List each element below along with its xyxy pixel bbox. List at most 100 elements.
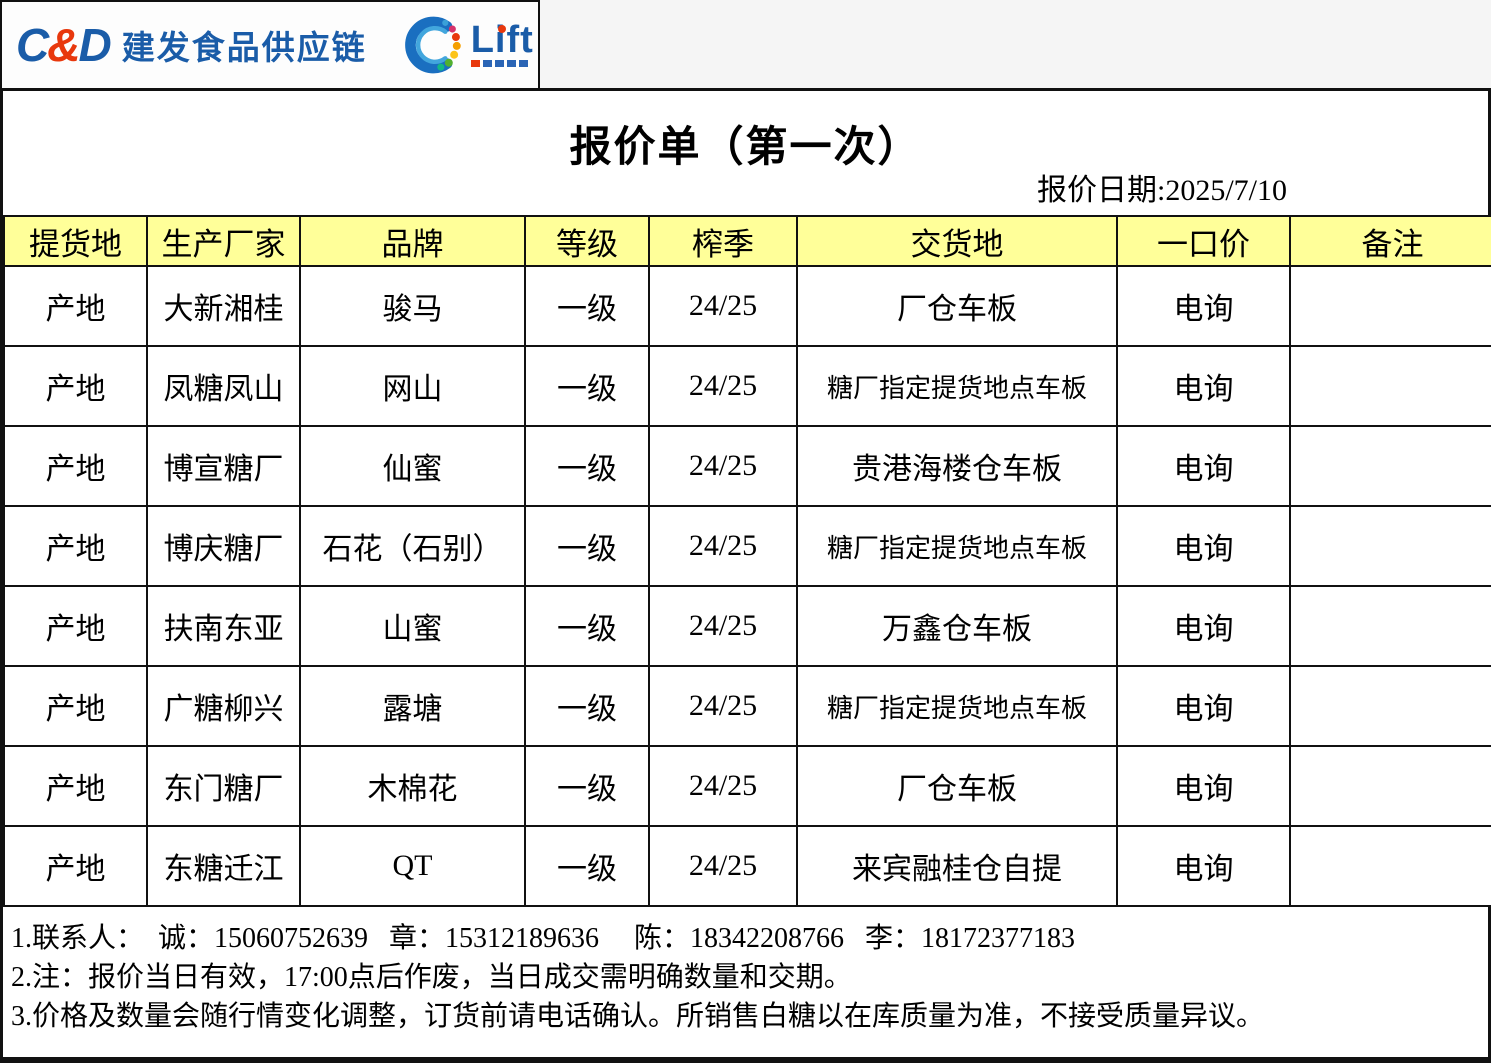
column-header: 一口价 (1116, 215, 1291, 267)
table-cell: 扶南东亚 (146, 585, 301, 667)
table-row: 产地 博宣糖厂 仙蜜 一级 24/25 贵港海楼仓车板 电询 (3, 425, 1491, 507)
table-cell: 糖厂指定提货地点车板 (796, 505, 1118, 587)
table-cell: 一级 (524, 585, 650, 667)
table-cell: 博宣糖厂 (146, 425, 301, 507)
table-cell: 一级 (524, 665, 650, 747)
table-cell: 一级 (524, 425, 650, 507)
logo-box: C&D 建发食品供应链 Lift (0, 0, 540, 88)
table-cell: 产地 (3, 665, 148, 747)
table-cell: 一级 (524, 825, 650, 907)
table-cell: 24/25 (648, 345, 798, 427)
table-cell: 木棉花 (299, 745, 526, 827)
table-cell: 电询 (1116, 665, 1291, 747)
column-header: 生产厂家 (146, 215, 301, 267)
table-cell: 东糖迁江 (146, 825, 301, 907)
table-cell (1289, 505, 1491, 587)
table-cell: 产地 (3, 505, 148, 587)
table-cell: 电询 (1116, 345, 1291, 427)
table-row: 产地 凤糖凤山 网山 一级 24/25 糖厂指定提货地点车板 电询 (3, 345, 1491, 427)
table-cell: 24/25 (648, 665, 798, 747)
table-row: 产地 广糖柳兴 露塘 一级 24/25 糖厂指定提货地点车板 电询 (3, 665, 1491, 747)
lift-tagline-blocks (470, 60, 534, 67)
column-header: 备注 (1289, 215, 1491, 267)
table-row: 产地 东糖迁江 QT 一级 24/25 来宾融桂仓自提 电询 (3, 825, 1491, 907)
cd-logo: C&D (16, 18, 112, 72)
table-cell: 来宾融桂仓自提 (796, 825, 1118, 907)
lift-logo: Lift (401, 14, 534, 76)
table-cell: 24/25 (648, 505, 798, 587)
table-row: 产地 大新湘桂 骏马 一级 24/25 厂仓车板 电询 (3, 265, 1491, 347)
table-cell: 凤糖凤山 (146, 345, 301, 427)
quote-date: 报价日期:2025/7/10 (1036, 174, 1287, 207)
table-body: 产地 大新湘桂 骏马 一级 24/25 厂仓车板 电询 产地 凤糖凤山 网山 一级 24/25 糖厂指定… (3, 265, 1491, 907)
table-cell: 网山 (299, 345, 526, 427)
table-cell (1289, 745, 1491, 827)
table-cell: 电询 (1116, 585, 1291, 667)
table-row: 产地 博庆糖厂 石花（石别） 一级 24/25 糖厂指定提货地点车板 电询 (3, 505, 1491, 587)
page-title: 报价单（第一次） (569, 125, 922, 171)
table-cell: 24/25 (648, 745, 798, 827)
table-cell: 电询 (1116, 825, 1291, 907)
lift-i-dot (497, 25, 506, 33)
table-cell: 24/25 (648, 825, 798, 907)
table-row: 产地 东门糖厂 木棉花 一级 24/25 厂仓车板 电询 (3, 745, 1491, 827)
table-cell (1289, 825, 1491, 907)
table-cell: 博庆糖厂 (146, 505, 301, 587)
table-cell: 露塘 (299, 665, 526, 747)
table-cell: 仙蜜 (299, 425, 526, 507)
column-header: 品牌 (299, 215, 526, 267)
table-header-row: 提货地 生产厂家 品牌 等级 榨季 交货地 一口价 备注 (3, 215, 1491, 267)
column-header: 等级 (524, 215, 650, 267)
table-cell: 电询 (1116, 505, 1291, 587)
table-cell: 贵港海楼仓车板 (796, 425, 1118, 507)
table-cell: 一级 (524, 505, 650, 587)
table-cell: 一级 (524, 265, 650, 347)
table-cell (1289, 585, 1491, 667)
table-cell: QT (299, 825, 526, 907)
table-cell: 一级 (524, 345, 650, 427)
table-cell: 大新湘桂 (146, 265, 301, 347)
table-cell (1289, 265, 1491, 347)
quotation-table: 提货地 生产厂家 品牌 等级 榨季 交货地 一口价 备注 产地 大新湘桂 骏马 一级 24/25 厂仓车… (3, 215, 1491, 907)
company-name: 建发食品供应链 (121, 29, 367, 66)
column-header: 提货地 (3, 215, 148, 267)
table-cell: 山蜜 (299, 585, 526, 667)
table-cell: 万鑫仓车板 (796, 585, 1118, 667)
table-cell: 电询 (1116, 265, 1291, 347)
table-cell: 产地 (3, 425, 148, 507)
note-contacts: 1.联系人： 诚：15060752639 章：15312189636 陈：183… (11, 923, 1076, 954)
cd-logo-d: D (78, 19, 111, 71)
cd-logo-c: C (16, 19, 49, 71)
lift-swoosh-icon (404, 16, 461, 74)
table-cell: 石花（石别） (299, 505, 526, 587)
table-cell (1289, 425, 1491, 507)
table-cell: 24/25 (648, 265, 798, 347)
column-header: 榨季 (648, 215, 798, 267)
table-cell: 产地 (3, 585, 148, 667)
table-cell: 24/25 (648, 585, 798, 667)
column-header: 交货地 (796, 215, 1118, 267)
table-cell: 产地 (3, 825, 148, 907)
top-strip: C&D 建发食品供应链 Lift (0, 0, 1491, 88)
table-cell: 产地 (3, 745, 148, 827)
table-cell (1289, 665, 1491, 747)
notes-section: 1.联系人： 诚：15060752639 章：15312189636 陈：183… (3, 907, 1488, 1036)
table-cell: 厂仓车板 (796, 265, 1118, 347)
table-cell: 糖厂指定提货地点车板 (796, 665, 1118, 747)
table-cell: 东门糖厂 (146, 745, 301, 827)
quotation-document: 报价单（第一次） 报价日期:2025/7/10 提货地 生产厂家 品牌 等级 榨季 交货地… (0, 88, 1491, 1063)
cd-logo-ampersand: & (47, 19, 80, 71)
table-cell: 骏马 (299, 265, 526, 347)
table-cell (1289, 345, 1491, 427)
note-disclaimer: 3.价格及数量会随行情变化调整，订货前请电话确认。所销售白糖以在库质量为准，不接… (11, 1001, 1265, 1032)
table-row: 产地 扶南东亚 山蜜 一级 24/25 万鑫仓车板 电询 (3, 585, 1491, 667)
table-cell: 电询 (1116, 745, 1291, 827)
table-cell: 糖厂指定提货地点车板 (796, 345, 1118, 427)
table-cell: 电询 (1116, 425, 1291, 507)
note-validity: 2.注：报价当日有效，17:00点后作废，当日成交需明确数量和交期。 (11, 962, 852, 993)
table-cell: 产地 (3, 265, 148, 347)
table-cell: 产地 (3, 345, 148, 427)
table-cell: 厂仓车板 (796, 745, 1118, 827)
table-cell: 24/25 (648, 425, 798, 507)
